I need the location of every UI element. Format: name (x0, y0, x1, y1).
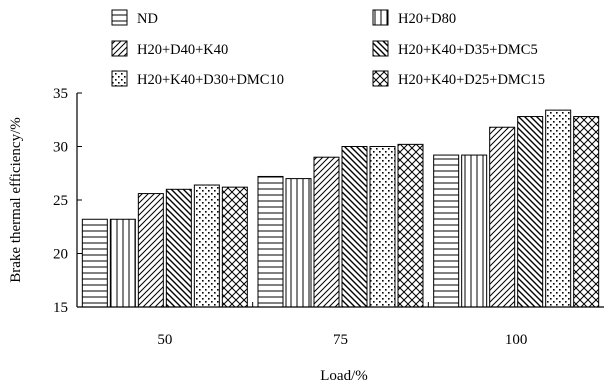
bars-group (81, 109, 600, 308)
legend-item: H20+K40+D35+DMC5 (372, 40, 538, 58)
legend-item: H20+D80 (372, 9, 456, 27)
legend-swatch (372, 40, 389, 57)
bar-50-series-5 (193, 184, 220, 308)
bar-100-series-2 (461, 154, 488, 308)
legend-swatch (111, 9, 128, 26)
bar-50-series-2 (109, 218, 136, 308)
legend-swatch (372, 9, 389, 26)
bar-75-series-4 (341, 146, 368, 308)
y-tick-label: 30 (53, 140, 68, 156)
bar-50-series-1 (81, 218, 108, 308)
x-tick-label: 75 (333, 332, 348, 348)
bar-100-series-5 (545, 109, 572, 308)
x-axis-ticks: 50 75 100 (157, 302, 527, 348)
bar-50-series-3 (137, 193, 164, 308)
legend-item: ND (111, 9, 158, 27)
legend-label: H20+D80 (398, 11, 456, 27)
bar-50-series-6 (221, 186, 248, 308)
bar-100-series-4 (517, 116, 544, 308)
legend-item: H20+K40+D25+DMC15 (372, 70, 545, 88)
legend-swatch (111, 40, 128, 57)
y-tick-label: 25 (53, 193, 68, 209)
bar-100-series-1 (433, 154, 460, 308)
y-tick-label: 15 (53, 300, 68, 316)
bar-75-series-5 (369, 146, 396, 308)
y-tick-label: 35 (53, 86, 68, 102)
bar-75-series-1 (257, 175, 284, 308)
legend-swatch (111, 70, 128, 87)
bar-50-series-4 (165, 188, 192, 308)
x-axis-title: Load/% (320, 368, 367, 384)
x-tick-label: 100 (505, 332, 528, 348)
legend-swatch (372, 70, 389, 87)
legend-label: H20+K40+D35+DMC5 (398, 42, 538, 58)
bar-75-series-3 (313, 156, 340, 308)
bar-75-series-2 (285, 178, 312, 308)
bar-75-series-6 (397, 143, 424, 308)
legend-item: H20+K40+D30+DMC10 (111, 70, 284, 88)
legend-item: H20+D40+K40 (111, 40, 228, 58)
y-axis-title: Brake thermal efficiency/% (8, 117, 24, 282)
legend: ND H20+D80 H20+D40+K40 H20+K40+D35+DMC5 … (111, 9, 545, 88)
y-tick-label: 20 (53, 247, 68, 263)
x-tick-label: 50 (157, 332, 172, 348)
y-axis-ticks: 15 20 25 30 35 (53, 86, 82, 316)
legend-label: H20+K40+D25+DMC15 (398, 72, 545, 88)
legend-label: ND (137, 11, 158, 27)
legend-label: H20+D40+K40 (137, 42, 228, 58)
legend-label: H20+K40+D30+DMC10 (137, 72, 284, 88)
bar-100-series-3 (489, 126, 516, 308)
bar-100-series-6 (573, 116, 600, 308)
